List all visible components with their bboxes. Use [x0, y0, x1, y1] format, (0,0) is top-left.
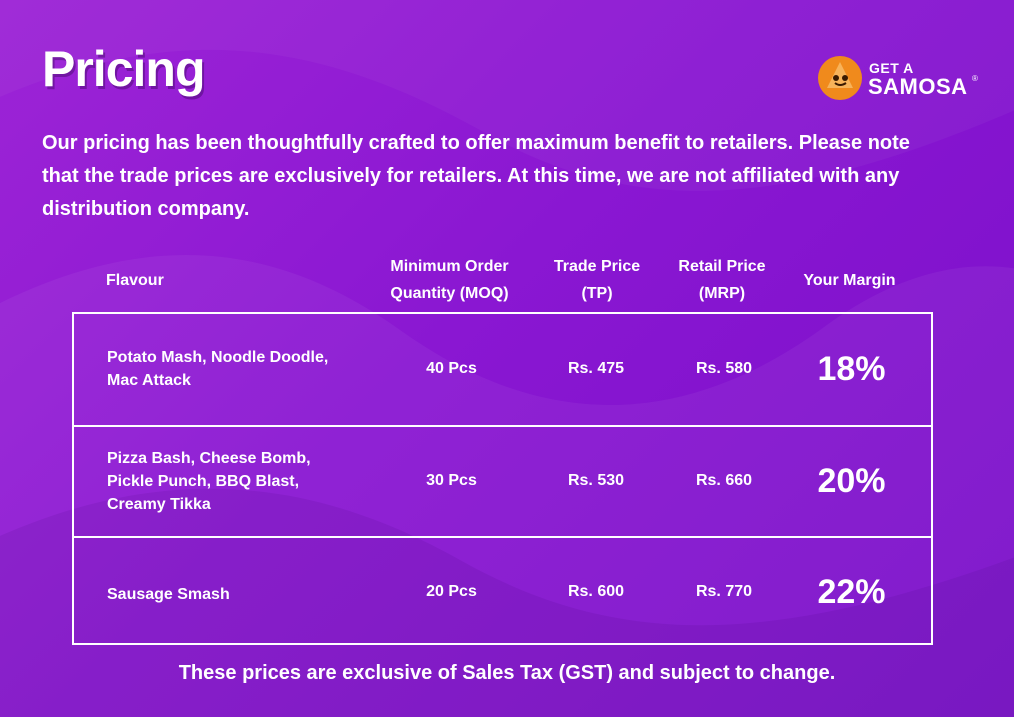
header-tp-line2: (TP): [581, 285, 613, 302]
intro-paragraph: Our pricing has been thoughtfully crafte…: [42, 132, 910, 220]
tp-cell: Rs. 475: [567, 360, 625, 377]
moq-cell: 30 Pcs: [426, 472, 477, 489]
page-title: Pricing: [42, 41, 205, 97]
logo-text-line2: SAMOSA: [868, 74, 968, 99]
header-margin: Your Margin: [803, 272, 896, 289]
margin-cell: 18%: [817, 350, 886, 388]
header-tp: Trade Price (TP): [527, 253, 667, 307]
header-moq-line2: Quantity (MOQ): [390, 285, 509, 302]
margin-cell: 22%: [817, 573, 886, 611]
header-moq: Minimum Order Quantity (MOQ): [372, 253, 527, 307]
flavour-line: Pizza Bash, Cheese Bomb,: [107, 450, 311, 467]
header-mrp-line1: Retail Price: [678, 258, 766, 275]
brand-logo: GET A SAMOSA ®: [815, 50, 985, 106]
pricing-table: Potato Mash, Noodle Doodle, Mac Attack 4…: [72, 312, 933, 645]
flavour-cell: Sausage Smash: [107, 583, 377, 606]
flavour-cell: Potato Mash, Noodle Doodle, Mac Attack: [107, 346, 377, 392]
table-row: Potato Mash, Noodle Doodle, Mac Attack 4…: [74, 314, 931, 425]
table-row: Pizza Bash, Cheese Bomb, Pickle Punch, B…: [74, 425, 931, 538]
tp-cell: Rs. 530: [567, 472, 625, 489]
header-mrp-line2: (MRP): [698, 285, 746, 302]
margin-cell: 20%: [817, 462, 886, 500]
header-mrp: Retail Price (MRP): [652, 253, 792, 307]
header-tp-line1: Trade Price: [553, 258, 641, 275]
flavour-line: Creamy Tikka: [107, 496, 211, 513]
flavour-cell: Pizza Bash, Cheese Bomb, Pickle Punch, B…: [107, 447, 377, 516]
logo-registered-mark: ®: [972, 74, 978, 83]
flavour-line: Sausage Smash: [107, 586, 230, 603]
tax-footnote: These prices are exclusive of Sales Tax …: [178, 662, 836, 684]
logo-text-line1: GET A: [869, 60, 914, 76]
mrp-cell: Rs. 660: [695, 472, 753, 489]
header-flavour: Flavour: [106, 272, 164, 289]
moq-cell: 40 Pcs: [426, 360, 477, 377]
table-row: Sausage Smash 20 Pcs Rs. 600 Rs. 770 22%: [74, 536, 931, 649]
mrp-cell: Rs. 770: [695, 583, 753, 600]
moq-cell: 20 Pcs: [426, 583, 477, 600]
flavour-line: Pickle Punch, BBQ Blast,: [107, 473, 300, 490]
mrp-cell: Rs. 580: [695, 360, 753, 377]
table-header: Flavour Minimum Order Quantity (MOQ) Tra…: [72, 250, 934, 310]
samosa-mascot-icon: [818, 56, 862, 100]
flavour-line: Potato Mash, Noodle Doodle,: [107, 349, 329, 366]
tp-cell: Rs. 600: [567, 583, 625, 600]
header-moq-line1: Minimum Order: [390, 258, 509, 275]
flavour-line: Mac Attack: [107, 372, 191, 389]
